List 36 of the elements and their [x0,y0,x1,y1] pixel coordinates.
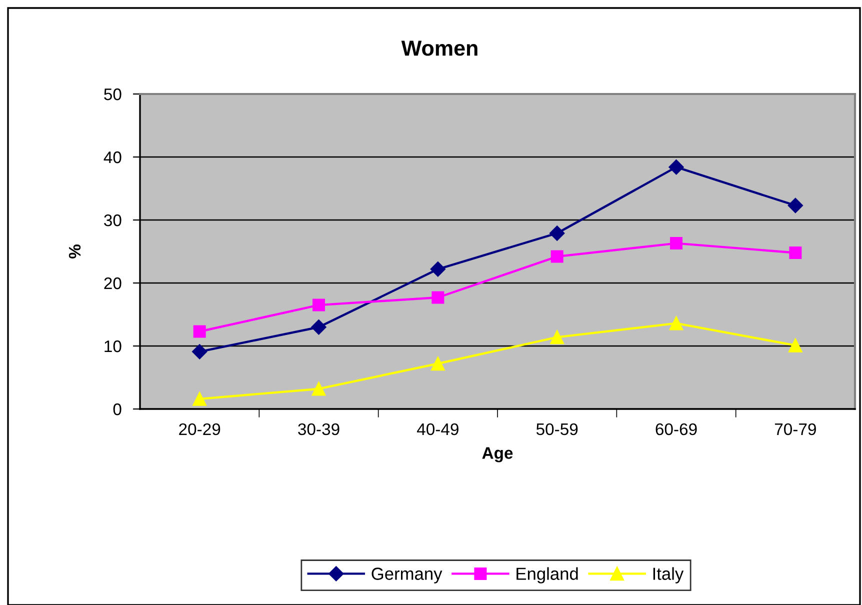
y-tick-label: 40 [104,151,122,164]
y-tick-label: 50 [104,88,122,100]
point [670,237,682,250]
point [193,325,206,338]
legend-label: Germany [372,568,442,584]
point [312,298,325,312]
point [788,198,803,214]
x-tick-label: 30-39 [298,423,340,436]
point [192,392,207,406]
point [788,338,802,352]
chart-title: Women [401,40,478,56]
point [668,160,684,175]
x-tick-label: 60-69 [656,423,697,436]
x-axis-title: Age [482,447,513,462]
x-tick-label: 40-49 [416,423,458,436]
point [312,382,326,396]
point [432,291,444,304]
x-tick-label: 50-59 [536,423,578,436]
point [311,320,326,335]
point [789,246,802,260]
y-tick-label: 20 [104,277,122,290]
point [430,262,446,277]
y-tick-label: 10 [104,340,122,352]
x-tick-label: 70-79 [774,423,816,436]
legend-label: Italy [653,567,684,584]
point [550,250,564,263]
point [669,316,684,330]
y-axis-title: % [68,244,81,258]
legend-label: England [516,567,578,584]
y-tick-label: 30 [104,214,122,226]
point [550,330,564,344]
y-tick-label: 0 [113,403,122,416]
point [550,226,565,241]
x-tick-label: 20-29 [179,423,220,436]
point [192,344,208,360]
point [430,356,445,371]
